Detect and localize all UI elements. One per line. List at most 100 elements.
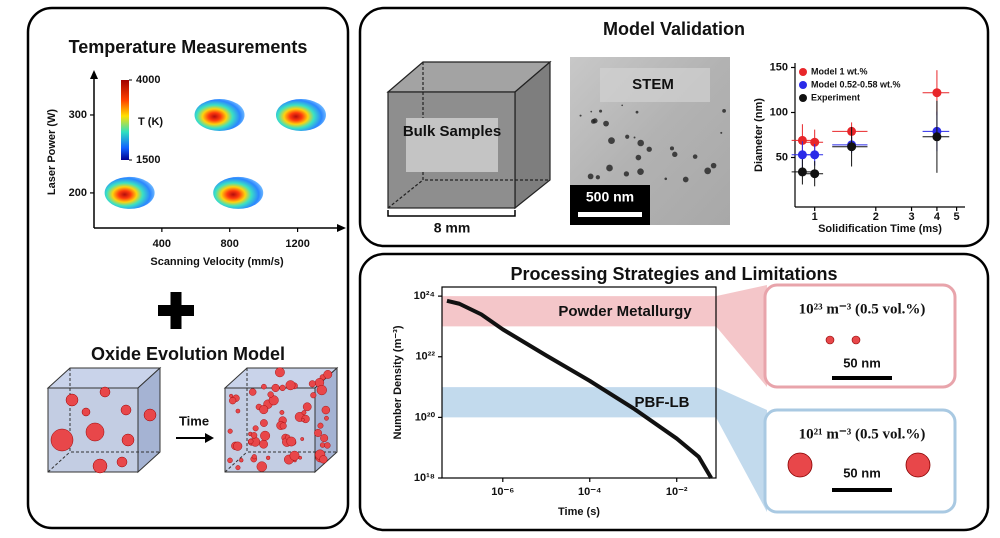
stem-particle <box>635 154 642 161</box>
particle <box>268 395 279 406</box>
particle <box>279 410 285 415</box>
callout-box <box>763 408 957 514</box>
y-axis-label: Laser Power (W) <box>46 109 58 196</box>
stem-particle <box>625 134 630 139</box>
particle <box>235 408 241 414</box>
particle <box>301 418 305 422</box>
stem-particle <box>672 151 678 158</box>
x-tick-label: 1 <box>812 211 818 223</box>
x-tick-label: 800 <box>221 238 239 250</box>
particle <box>260 430 271 441</box>
x-tick-label: 10⁻⁴ <box>578 486 601 498</box>
panel-title: Processing Strategies and Limitations <box>510 264 837 284</box>
stem-particle <box>621 104 623 107</box>
particle <box>256 461 267 472</box>
stem-particle <box>722 108 726 113</box>
scale-bar <box>832 376 892 380</box>
particle <box>116 456 128 468</box>
y-tick-label: 50 <box>776 151 788 163</box>
particle <box>316 384 327 396</box>
particle <box>260 419 268 427</box>
colorbar <box>121 80 129 160</box>
point <box>810 169 820 179</box>
time-arrow-head <box>205 433 214 443</box>
stem-particle <box>669 146 675 151</box>
particle <box>851 335 861 345</box>
x-tick-label: 400 <box>153 238 171 250</box>
stem-particle <box>579 114 582 117</box>
particle <box>289 450 300 461</box>
legend-marker <box>799 94 807 102</box>
callout-scale: 50 nm <box>843 355 881 370</box>
particle <box>229 393 234 398</box>
x-tick-label: 5 <box>954 211 960 223</box>
colorbar-tick-label: 1500 <box>136 154 160 166</box>
point <box>810 137 820 147</box>
y-tick-label: 10¹⁸ <box>414 472 435 484</box>
stem-scale: 500 nm <box>586 189 634 205</box>
particle <box>324 442 331 449</box>
stem-particle <box>637 139 644 147</box>
particle <box>317 422 324 429</box>
particle <box>279 422 287 430</box>
legend-label: Experiment <box>811 92 860 102</box>
band <box>442 285 767 387</box>
x-tick-label: 4 <box>934 211 941 223</box>
point <box>810 150 820 160</box>
bulk-cube <box>386 60 552 210</box>
particle <box>85 422 105 442</box>
stem-particle <box>664 177 668 181</box>
scale-bar <box>578 212 642 217</box>
particle <box>252 425 259 432</box>
x-tick-label: 1200 <box>285 238 309 250</box>
particles-before <box>50 386 157 474</box>
stem-particle <box>710 162 717 169</box>
callout-scale: 50 nm <box>843 465 881 480</box>
y-tick-label: 10²² <box>415 351 435 363</box>
particle <box>249 388 257 396</box>
particle <box>825 335 835 345</box>
stem-particle <box>646 146 652 152</box>
stem-particle <box>603 120 609 127</box>
x-tick-label: 3 <box>908 211 914 223</box>
particle <box>271 383 280 392</box>
x-axis-label: Scanning Velocity (mm/s) <box>150 256 284 268</box>
particle <box>301 410 307 415</box>
panel-title: Temperature Measurements <box>69 37 308 57</box>
colorbar-label: T (K) <box>138 116 163 128</box>
particle <box>320 434 329 443</box>
stem-particle <box>720 131 723 134</box>
plot-frame <box>441 286 717 479</box>
particle <box>323 370 333 379</box>
stem-particle <box>692 154 698 159</box>
particle <box>286 436 297 447</box>
x-axis-label: Solidification Time (ms) <box>818 223 942 235</box>
particle <box>50 428 74 452</box>
particle <box>259 439 268 449</box>
particles-after <box>227 367 333 472</box>
particle <box>302 402 312 412</box>
particle <box>787 452 813 478</box>
particle <box>285 380 296 391</box>
scale-bar-box <box>570 185 650 225</box>
legend-marker <box>799 81 807 89</box>
stem-particle <box>637 168 644 175</box>
point <box>932 132 942 142</box>
callout-box <box>763 283 957 389</box>
y-axis-label: Diameter (nm) <box>753 98 765 172</box>
particle <box>300 437 305 441</box>
thermal-map <box>104 176 155 209</box>
scale-bar <box>832 488 892 492</box>
stem-particle <box>682 176 689 183</box>
particle <box>279 384 286 392</box>
particle <box>235 465 241 471</box>
particle <box>314 429 322 437</box>
particle <box>324 415 329 421</box>
particle <box>250 432 258 439</box>
particle <box>92 458 108 474</box>
bulk-label: Bulk Samples <box>403 123 501 140</box>
point <box>932 88 942 98</box>
thermal-map <box>213 176 264 209</box>
particle <box>321 405 331 415</box>
